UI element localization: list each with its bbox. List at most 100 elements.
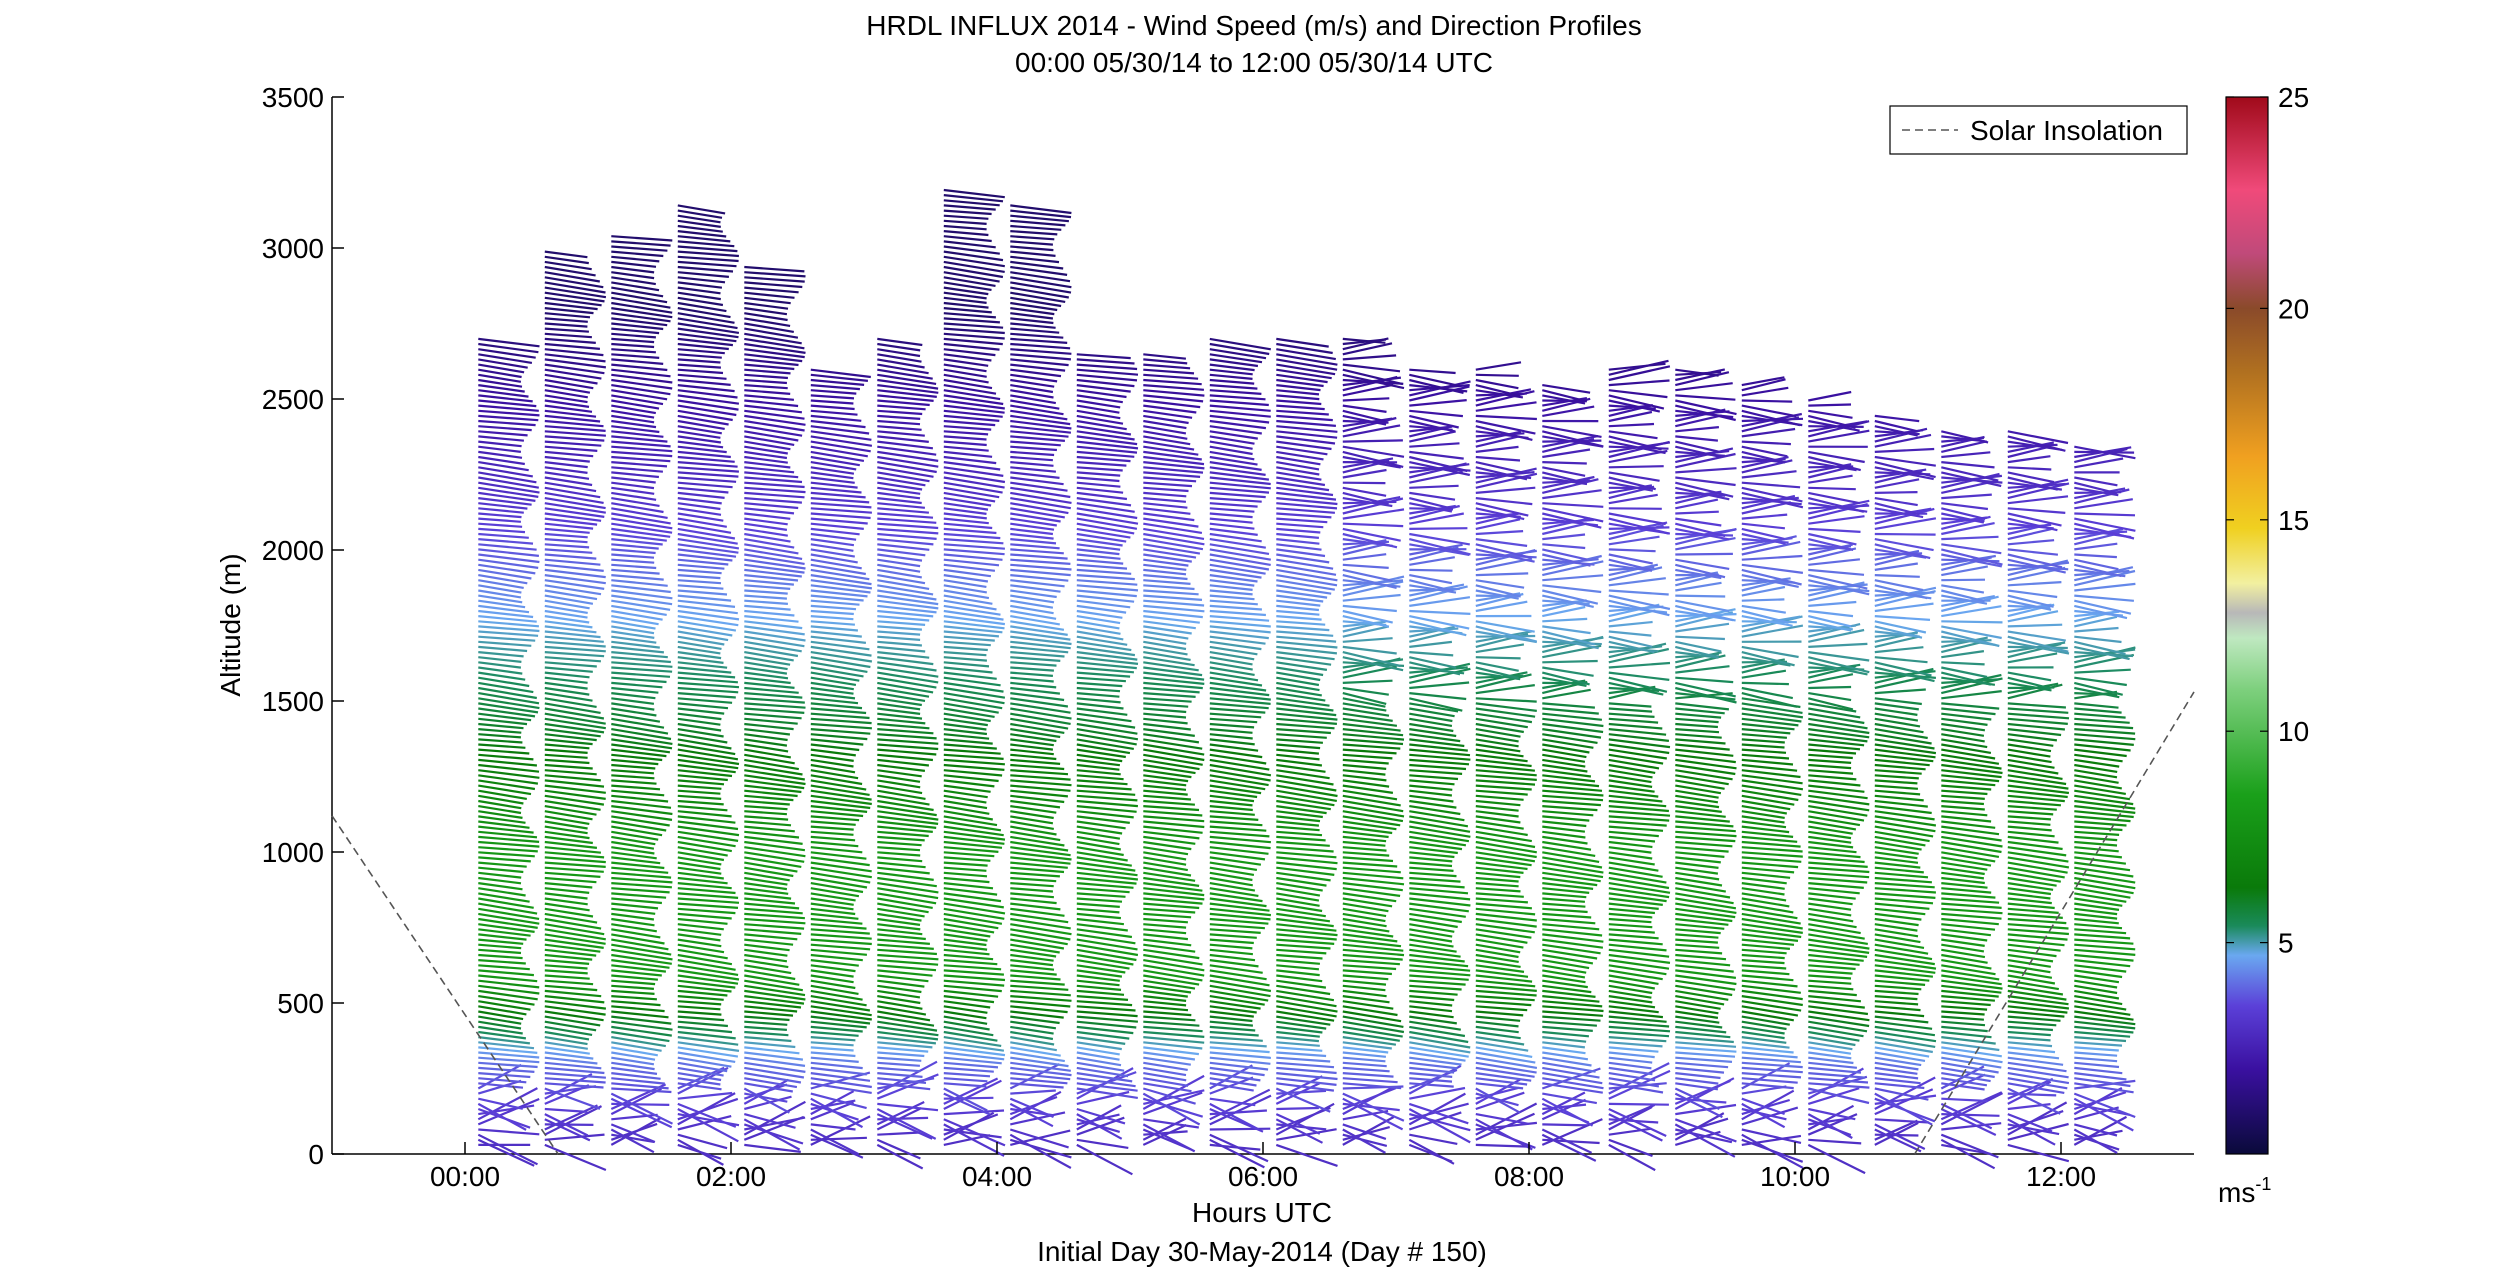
wind-barb [1276,353,1338,366]
wind-barb [677,912,732,920]
wind-barb [1409,692,1467,701]
wind-barb [1276,486,1334,497]
wind-barb [544,399,590,408]
wind-barb [1675,799,1720,809]
wind-barb [2074,758,2120,768]
wind-barb [1608,979,1655,990]
wind-barb [1808,933,1868,945]
wind-barb [1409,399,1467,407]
wind-barb [611,404,656,415]
wind-barb [1542,548,1588,561]
wind-barb [1143,917,1188,924]
wind-barb [1874,964,1936,974]
wind-barb [1741,876,1787,885]
wind-barb [1409,825,1471,838]
wind-barb [611,312,671,323]
wind-barb [1342,697,1386,708]
colorbar-tick-label: 25 [2278,82,2309,113]
wind-barb [2007,1113,2053,1133]
wind-barb [877,389,937,398]
wind-barb [744,625,805,636]
wind-barb [1675,681,1736,698]
wind-barb [1874,902,1930,910]
wind-barb [877,835,925,842]
wind-barb [544,563,604,572]
wind-barb [1209,928,1261,934]
wind-barb [1741,615,1793,627]
wind-barb [1940,1102,1993,1130]
wind-barb [677,517,727,528]
wind-barb [1209,394,1266,401]
wind-barb [1675,486,1730,501]
wind-barb [544,779,605,788]
wind-barb [1076,763,1120,771]
wind-barb [1076,1072,1133,1083]
wind-barb [1874,491,1918,494]
wind-barb [1608,1127,1652,1136]
wind-barb [1808,825,1853,835]
wind-barb [1010,897,1057,905]
wind-barb [1874,948,1933,961]
wind-barb [2074,1072,2127,1081]
wind-barb [1276,758,1323,767]
wind-barb [677,989,728,997]
wind-barb [1209,728,1253,734]
wind-barb [943,697,1003,710]
wind-barb [1874,497,1918,507]
wind-barb [1941,548,2003,566]
wind-barb [2007,1000,2070,1010]
wind-barb [1475,1000,1532,1007]
wind-barb [1741,669,1787,679]
wind-barb [877,943,934,950]
wind-barb [677,1051,736,1063]
wind-barb [1076,507,1138,520]
wind-barb [943,851,995,858]
wind-barb [1741,440,1791,446]
wind-barb [611,461,668,468]
wind-barb [877,923,921,931]
wind-barb [1808,738,1865,747]
wind-barb [744,728,791,736]
wind-barb [2007,763,2059,775]
wind-barb [1076,830,1121,840]
wind-barb [677,902,739,909]
wind-barb [1342,712,1393,722]
wind-barb [1076,774,1124,781]
wind-barb [1010,414,1071,426]
wind-barb [610,1122,658,1141]
wind-barb [1276,728,1331,735]
wind-barb [1409,430,1456,443]
wind-barb [1409,738,1465,748]
wind-barb [943,1030,998,1042]
wind-barb [877,625,922,631]
wind-barb [544,409,597,418]
wind-barb [611,574,664,581]
wind-barb [1342,363,1401,373]
wind-barb [1675,902,1737,914]
wind-barb [1941,917,1999,926]
wind-barb [1741,882,1785,890]
wind-barb [1010,707,1072,720]
wind-barb [677,271,730,278]
wind-barb [877,353,922,363]
wind-barb [2074,856,2127,865]
wind-barb [2007,476,2058,491]
wind-barb [1276,1066,1337,1075]
wind-barb [677,722,722,732]
wind-barb [1409,1077,1453,1083]
wind-profile [477,337,540,1167]
wind-barb [810,625,858,632]
wind-barb [2074,522,2135,540]
wind-barb [1941,594,1988,605]
wind-barb [1276,928,1338,937]
wind-barb [1276,455,1321,466]
wind-barb [1675,581,1722,592]
wind-barb [744,399,799,408]
wind-barb [1276,738,1323,744]
wind-barb [1808,912,1854,923]
wind-barb [544,1020,597,1032]
wind-barb [1675,1046,1737,1053]
wind-barb [1741,758,1794,766]
wind-barb [1010,450,1055,457]
